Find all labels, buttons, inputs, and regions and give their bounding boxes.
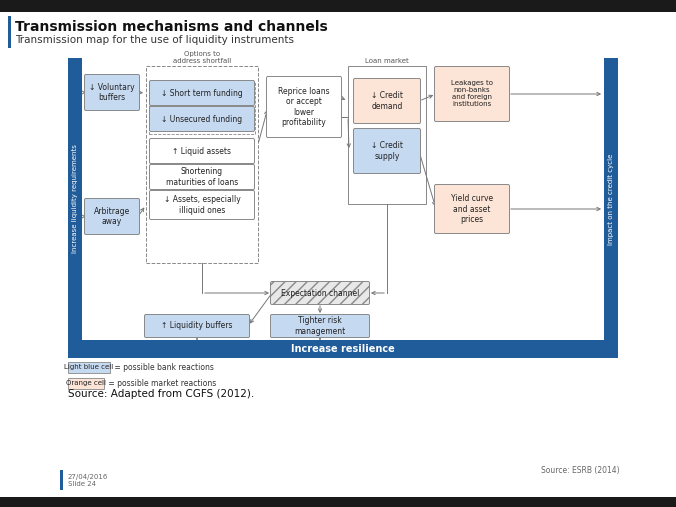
FancyBboxPatch shape bbox=[84, 199, 139, 235]
FancyBboxPatch shape bbox=[435, 185, 510, 234]
Text: = possible market reactions: = possible market reactions bbox=[106, 379, 216, 388]
Text: = possible bank reactions: = possible bank reactions bbox=[112, 363, 214, 372]
FancyBboxPatch shape bbox=[84, 75, 139, 111]
Bar bbox=[8, 16, 11, 48]
FancyBboxPatch shape bbox=[149, 81, 254, 105]
Bar bbox=[60, 470, 63, 490]
Text: 27/04/2016: 27/04/2016 bbox=[68, 474, 108, 480]
Text: ↓ Short term funding: ↓ Short term funding bbox=[161, 89, 243, 97]
Text: Increase liquidity requirements: Increase liquidity requirements bbox=[72, 144, 78, 254]
FancyBboxPatch shape bbox=[149, 106, 254, 131]
Bar bbox=[0, 497, 676, 507]
Text: Orange cell: Orange cell bbox=[66, 380, 106, 386]
Bar bbox=[348, 66, 426, 204]
Bar bbox=[149, 82, 255, 134]
Text: Yield curve
and asset
prices: Yield curve and asset prices bbox=[451, 194, 493, 224]
Text: Options to
address shortfall: Options to address shortfall bbox=[173, 51, 231, 64]
FancyBboxPatch shape bbox=[149, 164, 254, 190]
Bar bbox=[68, 340, 618, 358]
FancyBboxPatch shape bbox=[354, 128, 420, 173]
Text: ↓ Assets, especially
illiquid ones: ↓ Assets, especially illiquid ones bbox=[164, 195, 241, 214]
Text: ↑ Liquid assets: ↑ Liquid assets bbox=[172, 147, 231, 156]
Text: Reprice loans
or accept
lower
profitability: Reprice loans or accept lower profitabil… bbox=[279, 87, 330, 127]
Bar bbox=[604, 58, 618, 340]
Text: ↓ Voluntary
buffers: ↓ Voluntary buffers bbox=[89, 83, 135, 102]
Text: Increase resilience: Increase resilience bbox=[291, 344, 395, 354]
Text: Impact on the credit cycle: Impact on the credit cycle bbox=[608, 153, 614, 245]
FancyBboxPatch shape bbox=[270, 281, 370, 305]
Text: Tighter risk
management: Tighter risk management bbox=[294, 316, 345, 336]
Text: Expectation channel: Expectation channel bbox=[281, 288, 359, 298]
FancyBboxPatch shape bbox=[145, 314, 249, 338]
FancyBboxPatch shape bbox=[354, 79, 420, 124]
Bar bbox=[146, 66, 258, 263]
FancyBboxPatch shape bbox=[149, 138, 254, 163]
Bar bbox=[68, 58, 82, 340]
Bar bbox=[0, 0, 676, 12]
Text: Source: ESRB (2014): Source: ESRB (2014) bbox=[541, 465, 620, 475]
Text: Source: Adapted from CGFS (2012).: Source: Adapted from CGFS (2012). bbox=[68, 389, 254, 399]
Bar bbox=[68, 378, 104, 389]
FancyBboxPatch shape bbox=[149, 191, 254, 220]
Text: Light blue cell: Light blue cell bbox=[64, 365, 114, 371]
Text: ↓ Unsecured funding: ↓ Unsecured funding bbox=[162, 115, 243, 124]
Text: Arbitrage
away: Arbitrage away bbox=[94, 207, 130, 226]
Text: Slide 24: Slide 24 bbox=[68, 481, 96, 487]
Text: ↑ Liquidity buffers: ↑ Liquidity buffers bbox=[162, 321, 233, 331]
Text: Shortening
maturities of loans: Shortening maturities of loans bbox=[166, 167, 238, 187]
Text: ↓ Credit
supply: ↓ Credit supply bbox=[371, 141, 403, 161]
Text: Transmission map for the use of liquidity instruments: Transmission map for the use of liquidit… bbox=[15, 35, 294, 45]
Text: Leakages to
non-banks
and foreign
institutions: Leakages to non-banks and foreign instit… bbox=[451, 81, 493, 107]
Text: ↓ Credit
demand: ↓ Credit demand bbox=[371, 91, 403, 111]
Text: Loan market: Loan market bbox=[365, 58, 409, 64]
Text: Transmission mechanisms and channels: Transmission mechanisms and channels bbox=[15, 20, 328, 34]
FancyBboxPatch shape bbox=[435, 66, 510, 122]
FancyBboxPatch shape bbox=[270, 314, 370, 338]
Bar bbox=[68, 362, 110, 373]
FancyBboxPatch shape bbox=[266, 77, 341, 137]
